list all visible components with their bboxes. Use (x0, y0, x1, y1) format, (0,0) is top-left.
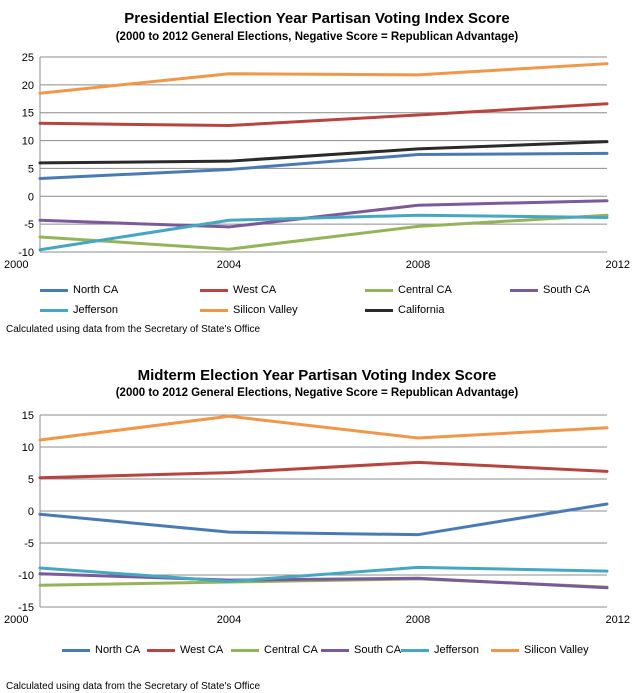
x-tick-label: 2012 (606, 614, 630, 626)
legend-swatch (401, 648, 429, 652)
y-tick-label: -5 (24, 219, 34, 231)
chart2-plot: -15 -10 -5 0 5 10 15 2000 2004 2008 2012 (4, 410, 630, 626)
legend-swatch (491, 648, 519, 652)
legend-swatch (40, 288, 68, 292)
y-tick-label: 0 (28, 191, 34, 203)
x-tick-label: 2000 (4, 259, 28, 271)
chart1-title: Presidential Election Year Partisan Voti… (124, 10, 510, 27)
chart2-subtitle: (2000 to 2012 General Elections, Negativ… (115, 387, 519, 399)
y-tick-label: 15 (22, 108, 34, 120)
x-tick-label: 2008 (406, 614, 430, 626)
legend-label: Central CA (264, 644, 318, 656)
legend-label: Jefferson (434, 644, 480, 656)
legend-item-north-ca: North CA (40, 284, 118, 296)
y-tick-label: 5 (28, 163, 34, 175)
legend-label: South CA (354, 644, 402, 656)
legend-item-central-ca: Central CA (231, 644, 318, 656)
legend-swatch (40, 308, 68, 312)
legend-label: Central CA (398, 284, 452, 296)
series-line-california (38, 140, 609, 165)
series-line-north-ca (38, 151, 609, 180)
legend-item-central-ca: Central CA (365, 284, 452, 296)
y-tick-label: -10 (18, 570, 34, 582)
series-line-silicon-valley (38, 414, 609, 442)
chart2-title: Midterm Election Year Partisan Voting In… (137, 367, 497, 384)
legend-swatch (321, 648, 349, 652)
y-tick-label: 20 (22, 80, 34, 92)
legend-label: North CA (73, 284, 119, 296)
legend-swatch (231, 648, 259, 652)
x-tick-label: 2004 (217, 259, 241, 271)
y-tick-label: 10 (22, 136, 34, 148)
y-tick-label: -5 (24, 538, 34, 550)
series-line-south-ca (38, 199, 609, 229)
legend-label: California (398, 304, 445, 316)
legend-item-silicon-valley: Silicon Valley (200, 304, 298, 316)
legend-swatch (200, 308, 228, 312)
series-line-north-ca (38, 502, 609, 537)
chart1-subtitle: (2000 to 2012 General Elections, Negativ… (115, 31, 519, 43)
legend-item-california: California (365, 304, 444, 316)
series-line-west-ca (38, 102, 609, 128)
legend-swatch (365, 288, 393, 292)
legend-item-west-ca: West CA (147, 644, 223, 656)
legend-swatch (200, 288, 228, 292)
series-line-silicon-valley (38, 62, 609, 95)
series-line-central-ca (38, 213, 609, 251)
legend-item-jefferson: Jefferson (40, 304, 118, 316)
y-tick-label: -15 (18, 602, 34, 614)
legend-label: Silicon Valley (524, 644, 589, 656)
legend-label: Silicon Valley (233, 304, 298, 316)
chart1-plot: -10 -5 0 5 10 15 20 25 2000 2004 2008 2012 (4, 52, 630, 271)
y-tick-label: 25 (22, 52, 34, 64)
legend-swatch (147, 648, 175, 652)
legend-label: South CA (543, 284, 591, 296)
y-tick-label: 0 (28, 506, 34, 518)
legend-item-silicon-valley: Silicon Valley (491, 644, 589, 656)
legend-label: West CA (180, 644, 224, 656)
y-tick-label: 15 (22, 410, 34, 422)
series-line-jefferson (38, 565, 609, 583)
legend-label: North CA (95, 644, 141, 656)
chart2-legend: North CA West CA Central CA South CA Jeffers… (0, 642, 634, 686)
series-line-west-ca (38, 460, 609, 480)
chart1-legend: North CA West CA Central CA South CA Jeffers… (0, 278, 634, 322)
chart2-source-note: Calculated using data from the Secretary… (6, 681, 261, 692)
y-tick-label: 10 (22, 442, 34, 454)
x-tick-label: 2012 (606, 259, 630, 271)
y-tick-label: 5 (28, 474, 34, 486)
legend-item-south-ca: South CA (510, 284, 590, 296)
y-tick-label: -10 (18, 247, 34, 259)
x-tick-label: 2000 (4, 614, 28, 626)
legend-label: Jefferson (73, 304, 119, 316)
series-line-jefferson (38, 213, 609, 252)
legend-item-jefferson: Jefferson (401, 644, 479, 656)
legend-swatch (510, 288, 538, 292)
legend-swatch (62, 648, 90, 652)
legend-item-north-ca: North CA (62, 644, 140, 656)
x-tick-label: 2004 (217, 614, 241, 626)
legend-item-south-ca: South CA (321, 644, 401, 656)
legend-swatch (365, 308, 393, 312)
legend-label: West CA (233, 284, 277, 296)
chart1-source-note: Calculated using data from the Secretary… (6, 324, 261, 335)
x-tick-label: 2008 (406, 259, 430, 271)
legend-item-west-ca: West CA (200, 284, 276, 296)
series-line-south-ca (38, 572, 609, 590)
